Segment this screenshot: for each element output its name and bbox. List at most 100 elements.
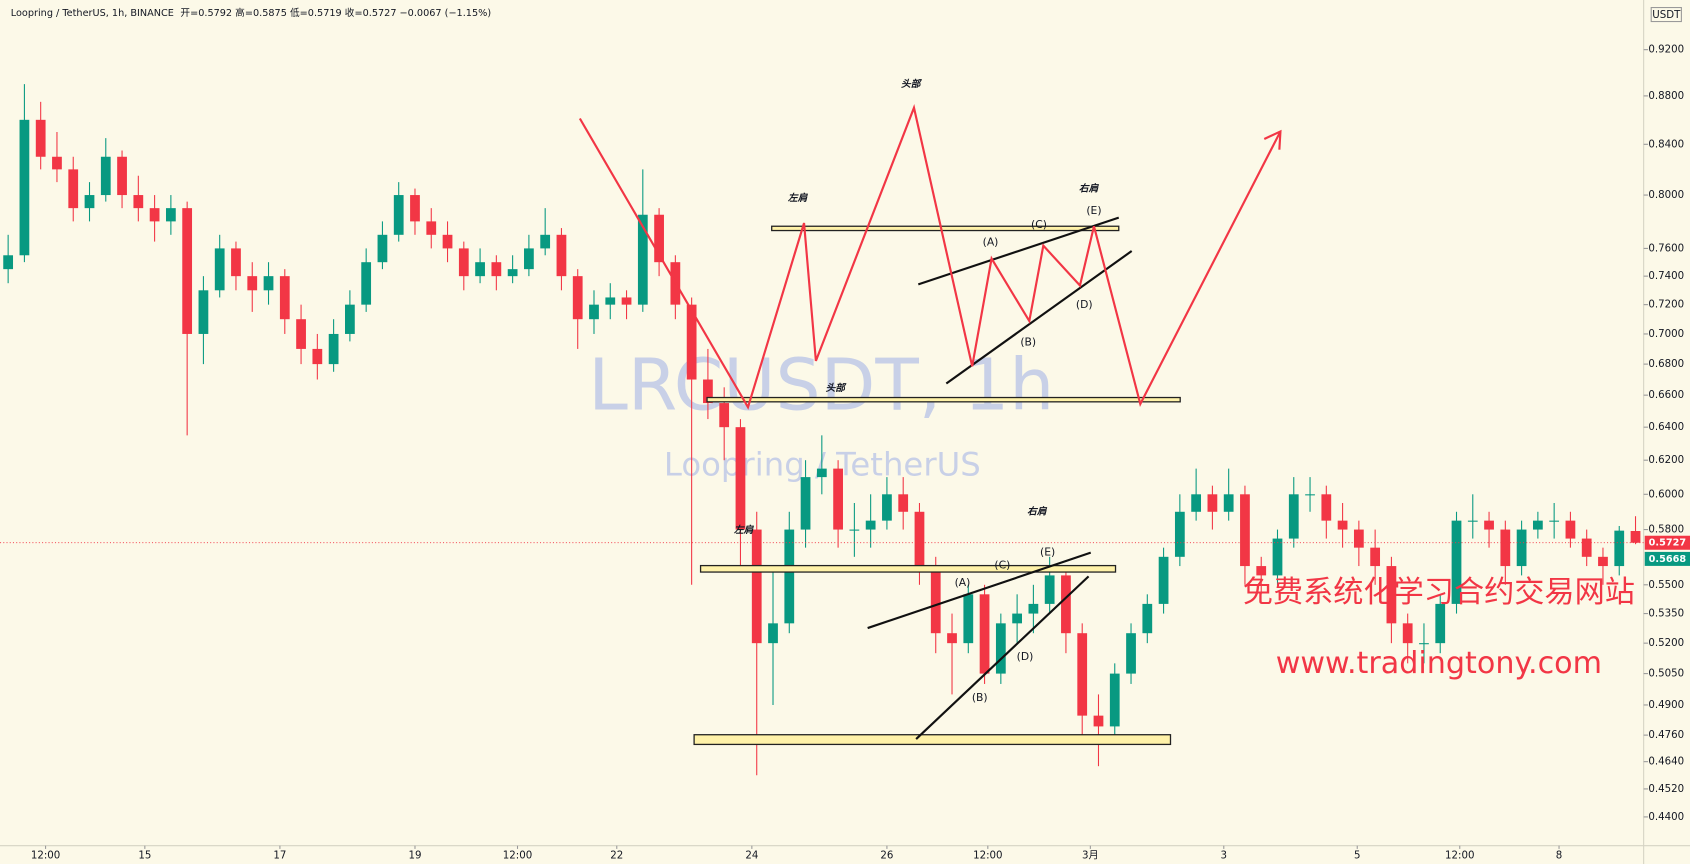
x-tick-label: 12:00 — [31, 850, 60, 861]
candle-body — [198, 290, 209, 334]
candle-body — [3, 255, 14, 270]
candle-body — [1223, 494, 1234, 512]
y-tick-label: 0.5500 — [1648, 580, 1684, 591]
promo-text: 免费系统化学习合约交易网站 — [1243, 575, 1635, 610]
y-tick-label: 0.6800 — [1648, 359, 1684, 370]
candle-body — [947, 633, 957, 644]
candle-body — [100, 156, 111, 196]
y-tick-label: 0.7000 — [1648, 329, 1684, 340]
candle-body — [882, 494, 892, 521]
y-tick-label: 0.8000 — [1648, 190, 1684, 201]
candle-body — [35, 119, 46, 157]
candle-body — [279, 276, 290, 320]
candle-body — [1467, 520, 1478, 522]
time-axis — [0, 845, 1690, 864]
annotation: (E) — [1086, 204, 1101, 217]
price-badge — [1644, 551, 1690, 566]
candle-body — [898, 494, 909, 512]
header: Loopring / TetherUS, 1h, BINANCE 开=0.5792… — [11, 6, 491, 19]
candle-body — [1370, 547, 1381, 567]
candle-body — [361, 262, 372, 305]
candle-body — [19, 119, 30, 256]
annotation: 右肩 — [1027, 506, 1048, 518]
x-tick-label: 17 — [273, 850, 286, 861]
y-tick-label: 0.5200 — [1648, 638, 1684, 649]
y-tick-label: 0.6000 — [1648, 489, 1684, 500]
watermark-subtitle: Loopring / TetherUS — [664, 445, 981, 483]
candle-body — [231, 248, 241, 277]
candle-body — [1028, 603, 1039, 614]
candle-body — [1126, 633, 1136, 674]
candle-body — [849, 529, 860, 531]
candle-body — [1451, 520, 1462, 604]
candle-body — [296, 319, 306, 349]
candle-body — [475, 262, 485, 277]
candle-body — [1337, 520, 1348, 530]
candle-body — [1419, 643, 1429, 645]
candle-body — [865, 520, 876, 530]
candle-body — [1549, 520, 1560, 522]
annotation: (C) — [1031, 218, 1047, 231]
x-tick-label: 22 — [610, 850, 623, 861]
candle-body — [1158, 556, 1169, 604]
trendline — [945, 250, 1133, 385]
candle-body — [1532, 520, 1543, 530]
candle-body — [540, 234, 551, 249]
candle-body — [1207, 494, 1218, 512]
candle-body — [442, 234, 453, 249]
zone — [699, 564, 1117, 573]
zone — [771, 225, 1120, 232]
candle-body — [605, 297, 616, 305]
annotation: (C) — [994, 559, 1010, 572]
y-tick-label: 0.6400 — [1648, 422, 1684, 433]
y-tick-label: 0.6200 — [1648, 455, 1684, 466]
watermark: LRCUSDT, 1h Loopring / TetherUS — [588, 344, 1054, 484]
currency-box — [1650, 7, 1682, 23]
candle-body — [833, 468, 843, 530]
y-tick-label: 0.8400 — [1648, 139, 1684, 150]
candle-body — [1386, 566, 1397, 624]
x-tick-label: 12:00 — [1445, 850, 1474, 861]
promo-url: www.tradingtony.com — [1276, 646, 1602, 681]
y-tick-label: 0.4520 — [1648, 784, 1684, 795]
y-tick-label: 0.5800 — [1648, 525, 1684, 536]
candle-body — [1305, 494, 1315, 496]
y-tick-label: 0.5350 — [1648, 609, 1684, 620]
y-tick-label: 0.7200 — [1648, 300, 1684, 311]
candle-body — [556, 234, 567, 277]
annotation: 右肩 — [1079, 183, 1100, 195]
pattern-path — [578, 104, 1282, 410]
annotation: (D) — [1017, 650, 1034, 663]
candle-body — [1321, 494, 1332, 521]
x-tick-label: 5 — [1354, 850, 1361, 861]
x-tick-label: 26 — [880, 850, 893, 861]
trendline — [867, 551, 1092, 630]
candle-body — [1598, 556, 1608, 567]
candle-body — [930, 566, 941, 634]
annotation: 左肩 — [734, 524, 755, 536]
candle-body — [165, 208, 176, 222]
x-tick-label: 24 — [745, 850, 758, 861]
annotations: 左肩头部右肩(A)(B)(C)(D)(E)头部左肩右肩(A)(B)(C)(D)(… — [734, 78, 1102, 704]
candle-body — [426, 221, 437, 235]
candle-body — [1288, 494, 1299, 539]
y-tick-label: 0.4760 — [1648, 730, 1684, 741]
trendline — [915, 575, 1090, 740]
candle-body — [263, 276, 274, 291]
x-tick-label: 3月 — [1082, 849, 1099, 861]
y-tick-label: 0.7600 — [1648, 243, 1684, 254]
y-tick-label: 0.5050 — [1648, 669, 1684, 680]
annotation: 头部 — [901, 78, 923, 90]
candle-body — [1484, 520, 1494, 530]
annotation: 头部 — [826, 382, 848, 394]
annotation: (A) — [983, 235, 999, 248]
candle-body — [1077, 633, 1088, 716]
candle-body — [1093, 715, 1104, 727]
zone — [706, 396, 1181, 403]
x-tick-label: 15 — [138, 850, 151, 861]
arrow-head — [1263, 129, 1282, 150]
candle-body — [377, 234, 388, 263]
symbol: Loopring / TetherUS, 1h, BINANCE — [11, 8, 174, 19]
